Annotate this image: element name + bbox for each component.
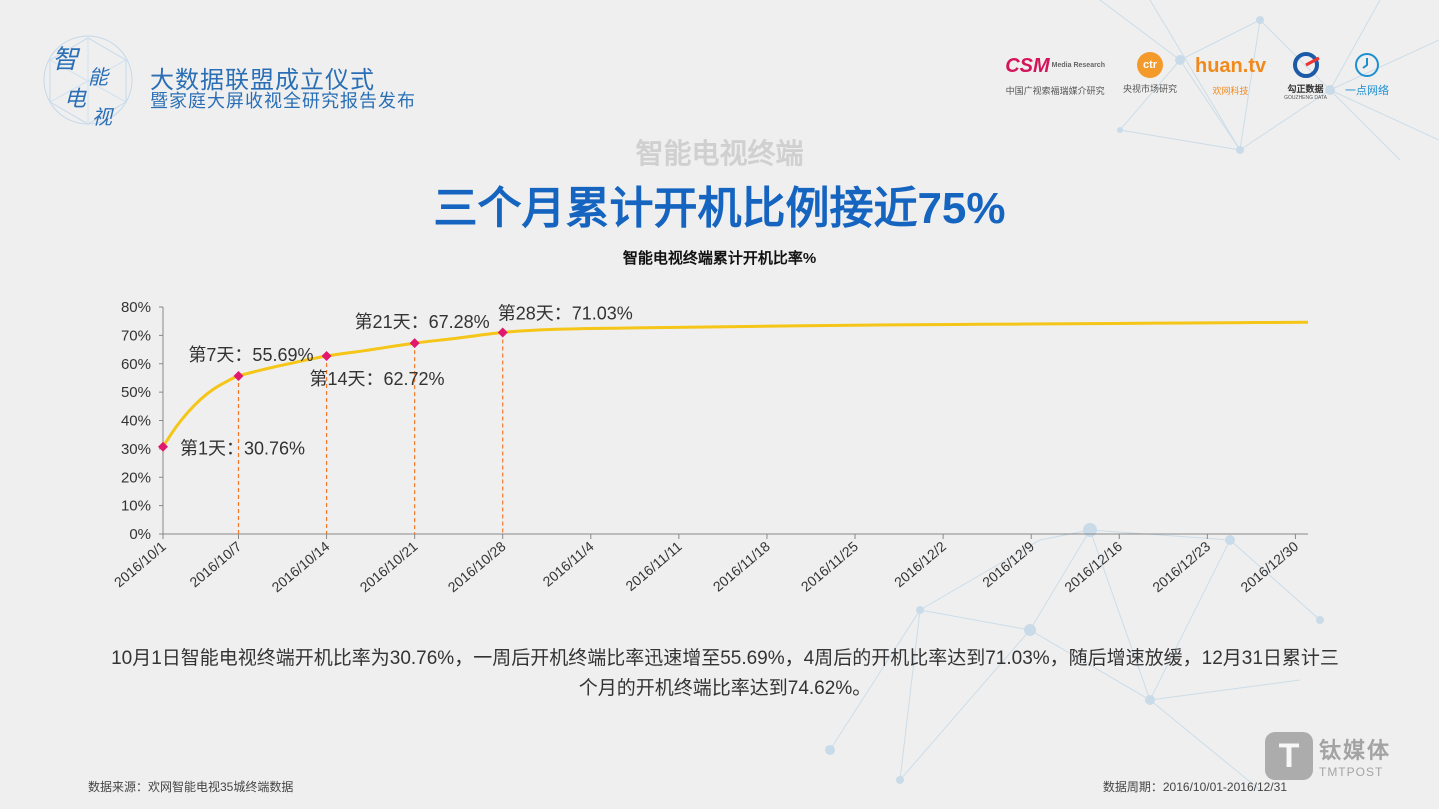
y-tick-label: 40% xyxy=(121,413,151,430)
data-marker xyxy=(233,370,244,381)
y-tick-label: 60% xyxy=(121,356,151,373)
partner-caption: 欢网科技 xyxy=(1212,86,1249,96)
huan-logo: huan.tv xyxy=(1195,54,1267,77)
watermark-cn: 钛媒体 xyxy=(1318,738,1391,763)
x-tick-label: 2016/10/21 xyxy=(357,538,421,595)
csm-logo: CSM Media Research xyxy=(1005,54,1105,77)
x-tick-label: 2016/11/4 xyxy=(540,538,597,590)
ctr-logo: ctr xyxy=(1136,52,1163,78)
partner-gouzheng: 勾正数据 GOUZHENG DATA xyxy=(1284,52,1327,101)
partner-ctr: ctr 央视市场研究 xyxy=(1123,52,1177,95)
data-source: 数据来源：欢网智能电视35城终端数据 xyxy=(88,780,294,794)
data-marker xyxy=(497,327,508,338)
tmtpost-watermark: T 钛媒体 TMTPOST xyxy=(1264,732,1391,780)
logo-glyph-1: 智 xyxy=(52,45,81,75)
cumulative-boot-rate-chart: 0% 10% 20% 30% 40% 50% 60% 70% 80% 2016/10/1 2016… xyxy=(111,299,1309,595)
logo-glyph-3: 电 xyxy=(64,87,87,112)
y-tick-label: 10% xyxy=(121,498,151,515)
partner-yidian: 一点网络 xyxy=(1345,52,1389,98)
y-tick-label: 50% xyxy=(121,384,151,401)
data-period: 数据周期：2016/10/01-2016/12/31 xyxy=(1102,780,1287,794)
logo-glyph-4: 视 xyxy=(92,105,115,129)
chart-description: 10月1日智能电视终端开机比率为30.76%，一周后开机终端比率迅速增至55.6… xyxy=(111,648,1339,699)
y-tick-label: 0% xyxy=(129,526,151,543)
gouzheng-logo xyxy=(1292,52,1320,78)
page-title: 三个月累计开机比例接近75% xyxy=(433,184,1006,233)
marker-label: 第1天：30.76% xyxy=(180,439,305,459)
chart-title: 智能电视终端累计开机比率% xyxy=(622,250,817,267)
tmtpost-logo-icon: T xyxy=(1264,732,1313,780)
x-tick-label: 2016/11/25 xyxy=(798,538,861,595)
data-marker xyxy=(321,351,332,362)
partner-caption: 勾正数据 xyxy=(1287,84,1324,94)
logo-glyph-2: 能 xyxy=(88,65,110,89)
y-tick-label: 80% xyxy=(121,299,151,316)
x-tick-label: 2016/10/1 xyxy=(111,538,169,590)
partner-caption-en: GOUZHENG DATA xyxy=(1284,95,1327,101)
event-title-line1: 大数据联盟成立仪式 xyxy=(150,67,375,94)
x-tick-label: 2016/12/30 xyxy=(1237,538,1301,595)
smart-tv-logo: 智 能 电 视 xyxy=(43,35,133,129)
partner-caption: 一点网络 xyxy=(1345,85,1389,97)
partner-csm: CSM Media Research 中国广视索福瑞媒介研究 xyxy=(1005,52,1105,97)
marker-label: 第21天：67.28% xyxy=(355,312,490,332)
y-tick-label: 70% xyxy=(121,327,151,344)
partner-caption: 中国广视索福瑞媒介研究 xyxy=(1005,86,1105,96)
x-tick-label: 2016/12/16 xyxy=(1061,538,1125,595)
partner-caption: 央视市场研究 xyxy=(1122,84,1177,94)
x-tick-label: 2016/12/9 xyxy=(979,538,1037,590)
marker-label: 第28天：71.03% xyxy=(498,303,633,323)
data-marker xyxy=(409,338,420,349)
partner-logos: CSM Media Research 中国广视索福瑞媒介研究 ctr 央视市场研究… xyxy=(1005,52,1389,102)
y-tick-label: 30% xyxy=(121,441,151,458)
clock-logo xyxy=(1355,53,1379,77)
page-subtitle: 智能电视终端 xyxy=(635,138,804,169)
x-tick-label: 2016/11/11 xyxy=(622,538,685,594)
series-line xyxy=(161,320,1309,448)
event-title-line2: 暨家庭大屏收视全研究报告发布 xyxy=(150,91,416,111)
x-tick-label: 2016/12/2 xyxy=(891,538,949,590)
x-tick-label: 2016/10/28 xyxy=(445,538,509,595)
x-tick-label: 2016/11/18 xyxy=(710,538,773,595)
x-tick-label: 2016/12/23 xyxy=(1149,538,1213,595)
x-tick-label: 2016/10/7 xyxy=(186,538,244,590)
marker-label: 第7天：55.69% xyxy=(188,345,313,365)
data-marker xyxy=(158,441,168,452)
watermark-en: TMTPOST xyxy=(1318,765,1384,779)
x-tick-label: 2016/10/14 xyxy=(269,538,333,595)
marker-label: 第14天：62.72% xyxy=(309,369,444,389)
partner-huan: huan.tv 欢网科技 xyxy=(1195,52,1266,97)
y-tick-label: 20% xyxy=(121,469,151,486)
